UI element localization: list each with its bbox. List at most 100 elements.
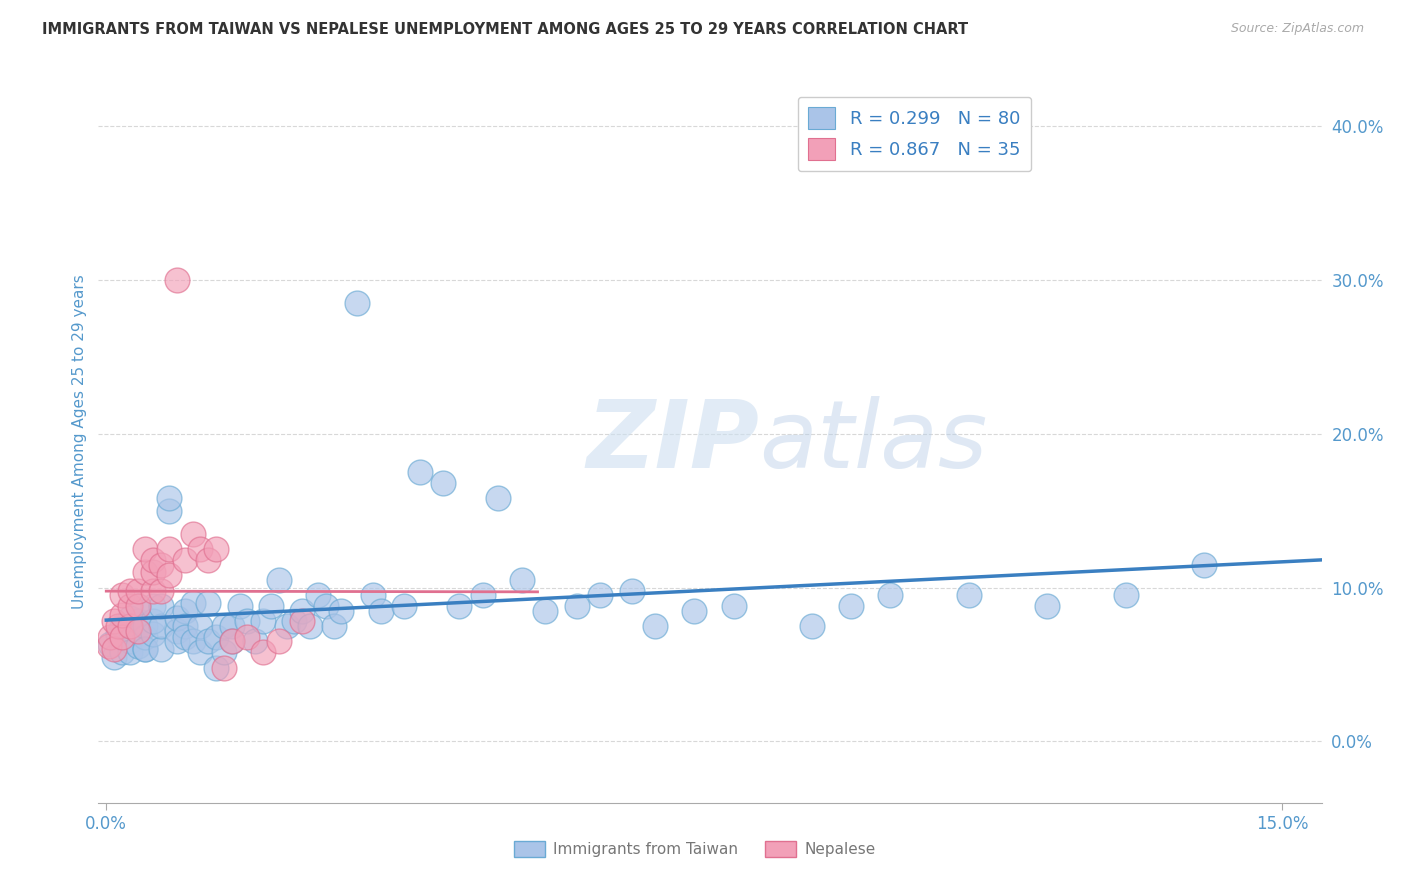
Point (330, 604, 353, 618)
Point (188, 542, 212, 557)
Point (839, 599, 862, 613)
Point (150, 599, 173, 613)
Point (142, 599, 165, 613)
Point (212, 660, 235, 674)
Point (107, 619, 129, 633)
Point (150, 619, 173, 633)
Point (142, 626, 165, 640)
Point (134, 619, 156, 633)
Point (127, 615, 149, 629)
Point (111, 608, 134, 623)
Point (260, 599, 283, 613)
Point (565, 599, 588, 613)
Point (299, 619, 322, 633)
Point (118, 611, 141, 625)
Point (157, 542, 180, 557)
Point (1115, 588, 1137, 602)
Point (291, 615, 314, 629)
Point (157, 504, 180, 518)
Point (228, 599, 250, 613)
Point (801, 619, 824, 633)
Point (205, 660, 228, 674)
Point (644, 619, 666, 633)
Point (118, 583, 141, 598)
FancyBboxPatch shape (515, 841, 546, 857)
Point (103, 642, 125, 657)
Point (111, 645, 134, 659)
Point (118, 645, 141, 659)
Point (98, 630, 121, 644)
Point (142, 553, 165, 567)
Text: ZIP: ZIP (586, 395, 759, 488)
Point (683, 604, 706, 618)
Point (392, 599, 415, 613)
Point (267, 634, 290, 648)
Point (150, 583, 173, 598)
Point (534, 604, 557, 618)
Point (322, 619, 344, 633)
Text: Nepalese: Nepalese (804, 841, 876, 856)
Point (103, 615, 125, 629)
Point (307, 588, 329, 602)
Text: IMMIGRANTS FROM TAIWAN VS NEPALESE UNEMPLOYMENT AMONG AGES 25 TO 29 YEARS CORREL: IMMIGRANTS FROM TAIWAN VS NEPALESE UNEMP… (42, 22, 969, 37)
Point (252, 615, 274, 629)
Point (127, 639, 149, 653)
Point (252, 645, 274, 659)
Point (276, 619, 298, 633)
Point (449, 599, 471, 613)
Point (150, 558, 173, 572)
Point (620, 583, 643, 598)
Text: atlas: atlas (759, 396, 987, 487)
Point (589, 588, 612, 602)
Point (150, 642, 173, 657)
Point (118, 619, 141, 633)
Point (245, 634, 267, 648)
Point (134, 642, 156, 657)
Point (166, 634, 188, 648)
Point (879, 588, 901, 602)
Point (142, 583, 165, 598)
Point (221, 634, 243, 648)
Point (212, 645, 235, 659)
Point (283, 615, 305, 629)
Point (370, 604, 392, 618)
Point (118, 599, 141, 613)
Point (181, 634, 204, 648)
Point (205, 630, 228, 644)
Point (197, 553, 219, 567)
Point (166, 624, 188, 638)
Point (111, 630, 134, 644)
Point (486, 491, 509, 506)
Point (134, 565, 156, 579)
Point (181, 596, 204, 610)
Point (723, 599, 745, 613)
Point (188, 619, 212, 633)
Point (142, 615, 165, 629)
Point (409, 465, 432, 479)
Point (107, 626, 129, 640)
Point (127, 624, 149, 638)
Point (1036, 599, 1059, 613)
FancyBboxPatch shape (765, 841, 796, 857)
Point (1192, 558, 1215, 572)
Y-axis label: Unemployment Among Ages 25 to 29 years: Unemployment Among Ages 25 to 29 years (72, 274, 87, 609)
Point (111, 619, 134, 633)
Point (173, 619, 195, 633)
Point (236, 630, 259, 644)
Point (157, 568, 180, 582)
Point (197, 634, 219, 648)
Point (957, 588, 980, 602)
Point (173, 604, 195, 618)
Point (98, 637, 121, 651)
Point (134, 642, 156, 657)
Point (118, 634, 141, 648)
Point (188, 645, 212, 659)
Point (166, 273, 188, 287)
Point (291, 604, 314, 618)
Point (212, 619, 235, 633)
Point (134, 542, 156, 557)
Point (346, 296, 368, 310)
Point (111, 588, 134, 602)
Legend: R = 0.299   N = 80, R = 0.867   N = 35: R = 0.299 N = 80, R = 0.867 N = 35 (797, 96, 1031, 171)
Point (127, 599, 149, 613)
